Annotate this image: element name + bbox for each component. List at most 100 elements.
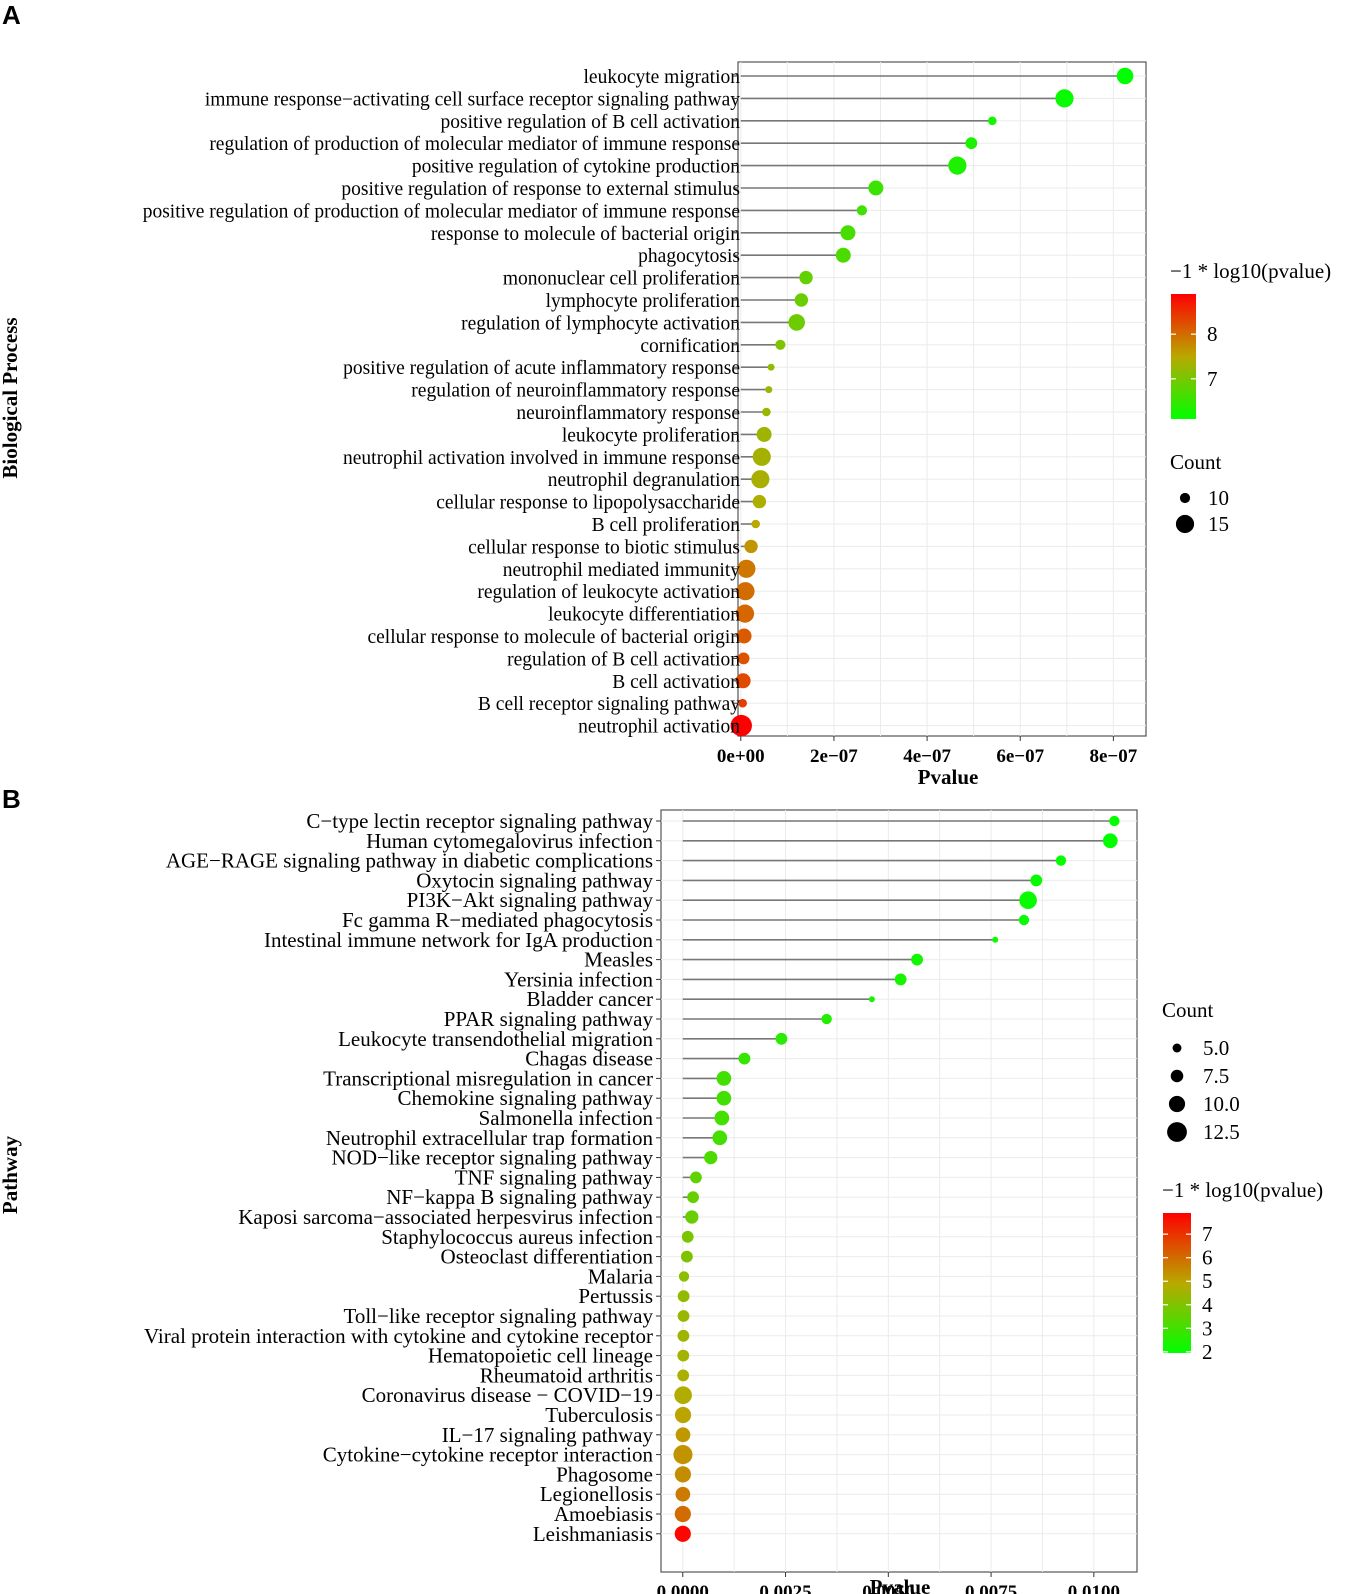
category-label: regulation of B cell activation	[507, 649, 740, 670]
category-label: Neutrophil extracellular trap formation	[326, 1126, 654, 1150]
category-label: Yersinia infection	[504, 967, 653, 991]
category-label: Malaria	[588, 1264, 654, 1288]
data-point	[736, 582, 755, 601]
data-point	[799, 270, 813, 285]
category-label: Oxytocin signaling pathway	[416, 868, 653, 892]
data-point	[678, 1271, 690, 1282]
x-tick-label: 0.0050	[862, 1582, 914, 1594]
x-tick-label: 8e−07	[1090, 746, 1138, 767]
category-label: Viral protein interaction with cytokine …	[144, 1324, 653, 1348]
size-legend-label: 7.5	[1203, 1064, 1229, 1088]
category-label: leukocyte proliferation	[562, 425, 740, 446]
category-label: B cell proliferation	[592, 515, 741, 536]
data-point	[674, 1505, 691, 1523]
panel-b-size-legend-title: Count	[1162, 998, 1214, 1022]
data-point	[1109, 815, 1120, 827]
x-tick-label: 6e−07	[996, 746, 1044, 767]
data-point	[911, 953, 923, 966]
size-legend-label: 10	[1208, 486, 1229, 510]
data-point	[681, 1230, 694, 1243]
data-point	[677, 1310, 690, 1322]
category-label: Hematopoietic cell lineage	[428, 1344, 653, 1368]
category-label: Rheumatoid arthritis	[480, 1363, 653, 1387]
category-label: TNF signaling pathway	[455, 1165, 654, 1189]
category-label: Leishmaniasis	[533, 1522, 653, 1546]
data-point	[714, 1110, 730, 1126]
data-point	[712, 1130, 728, 1146]
category-label: neutrophil activation involved in immune…	[343, 448, 740, 469]
data-point	[738, 698, 747, 708]
data-point	[673, 1445, 693, 1465]
data-point	[756, 426, 772, 442]
data-point	[992, 936, 999, 943]
category-label: AGE−RAGE signaling pathway in diabetic c…	[166, 849, 653, 873]
category-label: immune response−activating cell surface …	[205, 89, 740, 110]
category-label: NOD−like receptor signaling pathway	[331, 1146, 653, 1170]
colorbar-tick-label: 4	[1202, 1293, 1213, 1317]
data-point	[775, 339, 786, 350]
category-label: Salmonella infection	[479, 1106, 654, 1130]
x-tick-label: 4e−07	[903, 746, 951, 767]
data-point	[1018, 914, 1030, 926]
panel-a-plot-area	[737, 61, 1147, 737]
colorbar-tick-label: 8	[1207, 322, 1218, 346]
size-legend-dot	[1167, 1122, 1187, 1142]
category-label: Staphylococcus aureus infection	[381, 1225, 653, 1249]
data-point	[868, 180, 884, 196]
data-point	[738, 1052, 751, 1065]
category-label: B cell activation	[612, 672, 740, 693]
category-label: regulation of lymphocyte activation	[461, 313, 740, 334]
data-point	[840, 225, 856, 241]
data-point	[730, 714, 752, 737]
data-point	[674, 1525, 691, 1542]
category-label: leukocyte migration	[584, 67, 741, 88]
panel-b-x-axis-title: Pvalue	[870, 1575, 931, 1594]
category-label: Fc gamma R−mediated phagocytosis	[342, 908, 653, 932]
category-label: Tuberculosis	[545, 1403, 653, 1427]
category-label: positive regulation of production of mol…	[143, 201, 740, 222]
category-label: Phagosome	[556, 1462, 653, 1486]
category-label: neuroinflammatory response	[516, 403, 740, 424]
data-point	[868, 996, 875, 1003]
data-point	[948, 156, 967, 175]
panel-a-letter: A	[2, 0, 21, 30]
category-label: cellular response to lipopolysaccharide	[436, 493, 740, 514]
data-point	[677, 1329, 690, 1342]
colorbar-tick-label: 5	[1202, 1269, 1213, 1293]
data-point	[716, 1071, 732, 1086]
size-legend-label: 10.0	[1203, 1092, 1240, 1116]
data-point	[677, 1290, 690, 1303]
category-label: Chagas disease	[525, 1047, 653, 1071]
size-legend-dot	[1168, 1095, 1186, 1113]
category-label: Amoebiasis	[554, 1502, 653, 1526]
data-point	[674, 1406, 692, 1424]
category-label: leukocyte differentiation	[548, 605, 740, 626]
category-label: Kaposi sarcoma−associated herpesvirus in…	[238, 1205, 653, 1229]
category-label: Cytokine−cytokine receptor interaction	[323, 1443, 654, 1467]
data-point	[762, 407, 771, 417]
category-label: NF−kappa B signaling pathway	[386, 1185, 653, 1209]
data-point	[737, 652, 750, 665]
size-legend-dot	[1179, 492, 1191, 504]
size-legend-label: 5.0	[1203, 1036, 1229, 1060]
data-point	[737, 559, 756, 578]
data-point	[767, 363, 775, 371]
data-point	[1102, 833, 1118, 849]
category-label: B cell receptor signaling pathway	[478, 694, 740, 715]
category-label: PI3K−Akt signaling pathway	[407, 888, 654, 912]
x-tick-label: 2e−07	[810, 746, 858, 767]
data-point	[775, 1032, 788, 1045]
panel-b-plot-area	[660, 809, 1138, 1573]
category-label: mononuclear cell proliferation	[503, 269, 740, 290]
size-legend-label: 15	[1208, 512, 1229, 536]
data-point	[794, 293, 809, 307]
x-tick-label: 0.0100	[1068, 1582, 1120, 1594]
category-label: Toll−like receptor signaling pathway	[343, 1304, 653, 1328]
category-label: Intestinal immune network for IgA produc…	[264, 928, 654, 952]
category-label: response to molecule of bacterial origin	[431, 224, 740, 245]
panel-a-color-legend-title: −1 * log10(pvalue)	[1170, 259, 1331, 283]
panel-a-y-axis-title: Biological Process	[0, 317, 22, 478]
category-label: Legionellosis	[540, 1482, 653, 1506]
data-point	[674, 1386, 692, 1405]
